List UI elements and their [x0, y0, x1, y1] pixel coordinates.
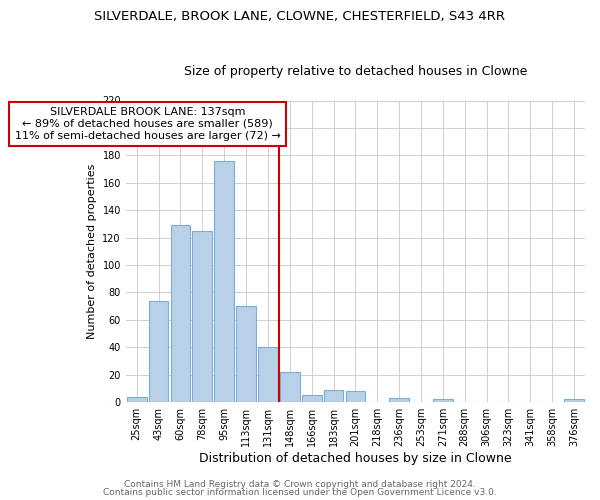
- Bar: [214, 161, 234, 402]
- Text: SILVERDALE, BROOK LANE, CLOWNE, CHESTERFIELD, S43 4RR: SILVERDALE, BROOK LANE, CLOWNE, CHESTERF…: [95, 10, 505, 23]
- Bar: [236, 306, 256, 402]
- Text: SILVERDALE BROOK LANE: 137sqm
← 89% of detached houses are smaller (589)
11% of : SILVERDALE BROOK LANE: 137sqm ← 89% of d…: [15, 108, 281, 140]
- Bar: [389, 398, 409, 402]
- Bar: [170, 226, 190, 402]
- Y-axis label: Number of detached properties: Number of detached properties: [87, 164, 97, 339]
- Bar: [302, 396, 322, 402]
- Bar: [149, 300, 169, 402]
- Bar: [433, 400, 453, 402]
- Bar: [127, 396, 146, 402]
- Bar: [193, 231, 212, 402]
- Bar: [346, 391, 365, 402]
- X-axis label: Distribution of detached houses by size in Clowne: Distribution of detached houses by size …: [199, 452, 512, 465]
- Text: Contains public sector information licensed under the Open Government Licence v3: Contains public sector information licen…: [103, 488, 497, 497]
- Bar: [323, 390, 343, 402]
- Bar: [258, 348, 278, 402]
- Title: Size of property relative to detached houses in Clowne: Size of property relative to detached ho…: [184, 66, 527, 78]
- Bar: [564, 400, 584, 402]
- Bar: [280, 372, 299, 402]
- Text: Contains HM Land Registry data © Crown copyright and database right 2024.: Contains HM Land Registry data © Crown c…: [124, 480, 476, 489]
